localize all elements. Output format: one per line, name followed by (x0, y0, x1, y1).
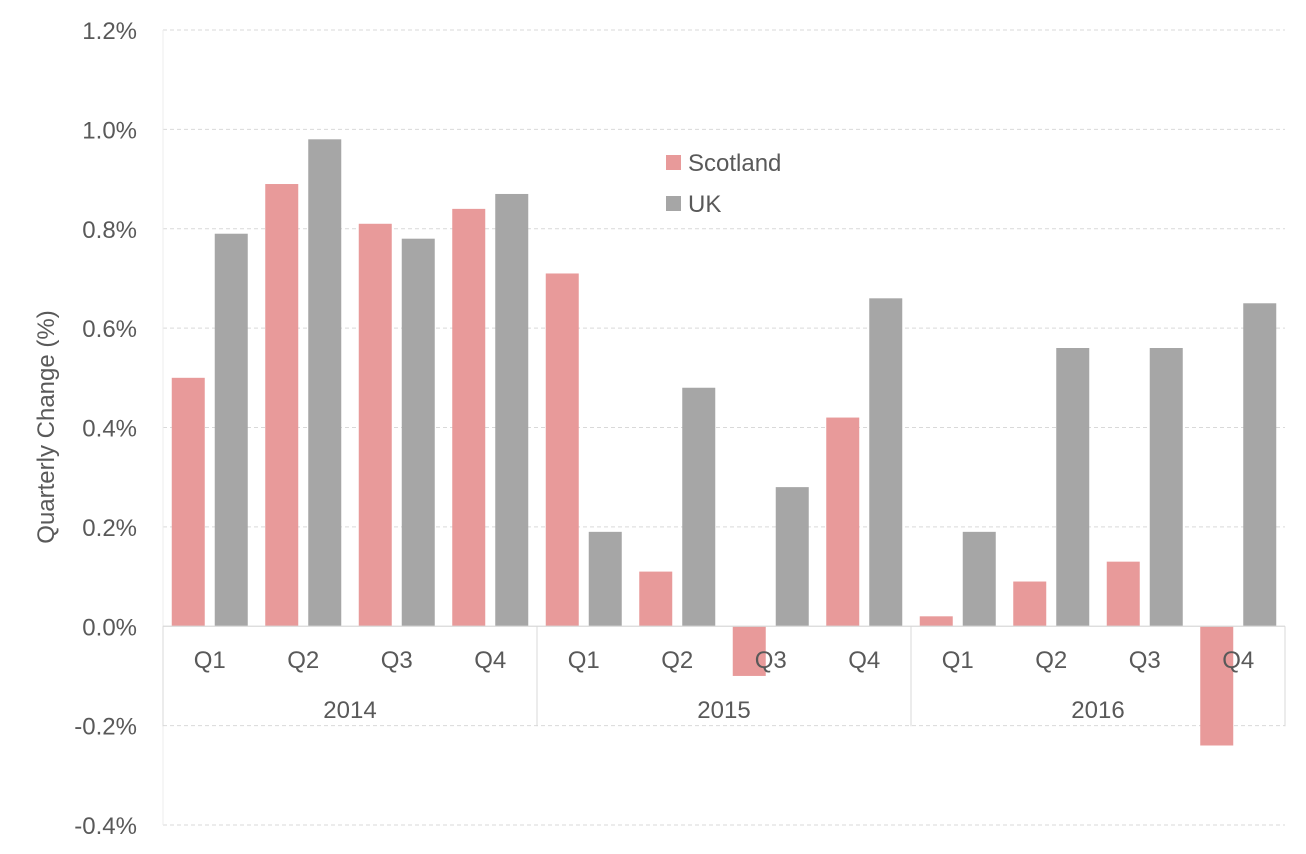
gridlines (162, 29, 1285, 826)
bar-uk (775, 487, 809, 627)
bar-uk (1056, 348, 1090, 627)
y-tick-label: 1.2% (82, 18, 137, 45)
legend-swatch-uk (666, 196, 681, 211)
x-group-label: 2015 (697, 697, 750, 724)
y-tick-label: 0.4% (82, 416, 137, 443)
bar-scotland (639, 571, 673, 627)
bar-scotland (1013, 581, 1047, 627)
legend-label-scotland: Scotland (688, 150, 781, 177)
y-tick-label: 0.0% (82, 614, 137, 641)
bar-uk (495, 193, 529, 627)
bar-scotland (265, 184, 299, 627)
y-axis-label: Quarterly Change (%) (33, 310, 60, 543)
legend-swatch-scotland (666, 155, 681, 170)
y-tick-label: 0.6% (82, 316, 137, 343)
x-tick-label: Q3 (755, 647, 787, 674)
bar-uk (1149, 348, 1183, 627)
x-tick-label: Q4 (1222, 647, 1254, 674)
y-tick-label: 1.0% (82, 117, 137, 144)
bar-uk (962, 531, 996, 627)
bar-uk (214, 233, 248, 627)
bars (171, 139, 1277, 746)
x-tick-label: Q3 (1129, 647, 1161, 674)
x-tick-label: Q2 (661, 647, 693, 674)
x-tick-label: Q1 (568, 647, 600, 674)
bar-uk (401, 238, 435, 627)
y-tick-label: -0.2% (74, 714, 137, 741)
y-tick-label: -0.4% (74, 813, 137, 840)
bar-uk (682, 387, 716, 627)
bar-uk (869, 298, 903, 627)
x-tick-label: Q4 (474, 647, 506, 674)
bar-scotland (452, 208, 486, 627)
x-tick-label: Q2 (1035, 647, 1067, 674)
bar-uk (1243, 303, 1277, 627)
bar-scotland (358, 223, 392, 627)
x-axis: Q1 Q2 Q3 Q4 2014 Q1 Q2 Q3 Q4 2015 Q1 Q2 Q3 Q4 2016 (162, 625, 1286, 727)
x-group-label: 2016 (1071, 697, 1124, 724)
bar-scotland (1106, 561, 1140, 627)
bar-scotland (732, 626, 766, 676)
x-tick-label: Q1 (942, 647, 974, 674)
bar-scotland (826, 417, 860, 627)
bar-uk (588, 531, 622, 627)
x-tick-label: Q3 (381, 647, 413, 674)
y-axis-ticks: -0.4% -0.2% 0.0% 0.2% 0.4% 0.6% 0.8% 1.0% 1.2% (74, 18, 137, 840)
bar-uk (308, 139, 342, 627)
x-tick-label: Q4 (848, 647, 880, 674)
x-group-label: 2014 (323, 697, 376, 724)
legend-label-uk: UK (688, 191, 721, 218)
y-tick-label: 0.2% (82, 515, 137, 542)
legend: Scotland UK (666, 150, 781, 218)
bar-scotland (545, 273, 579, 627)
x-tick-label: Q2 (287, 647, 319, 674)
x-tick-label: Q1 (194, 647, 226, 674)
y-tick-label: 0.8% (82, 217, 137, 244)
bar-scotland (1200, 626, 1234, 746)
bar-scotland (171, 377, 205, 627)
bar-scotland (919, 616, 953, 627)
